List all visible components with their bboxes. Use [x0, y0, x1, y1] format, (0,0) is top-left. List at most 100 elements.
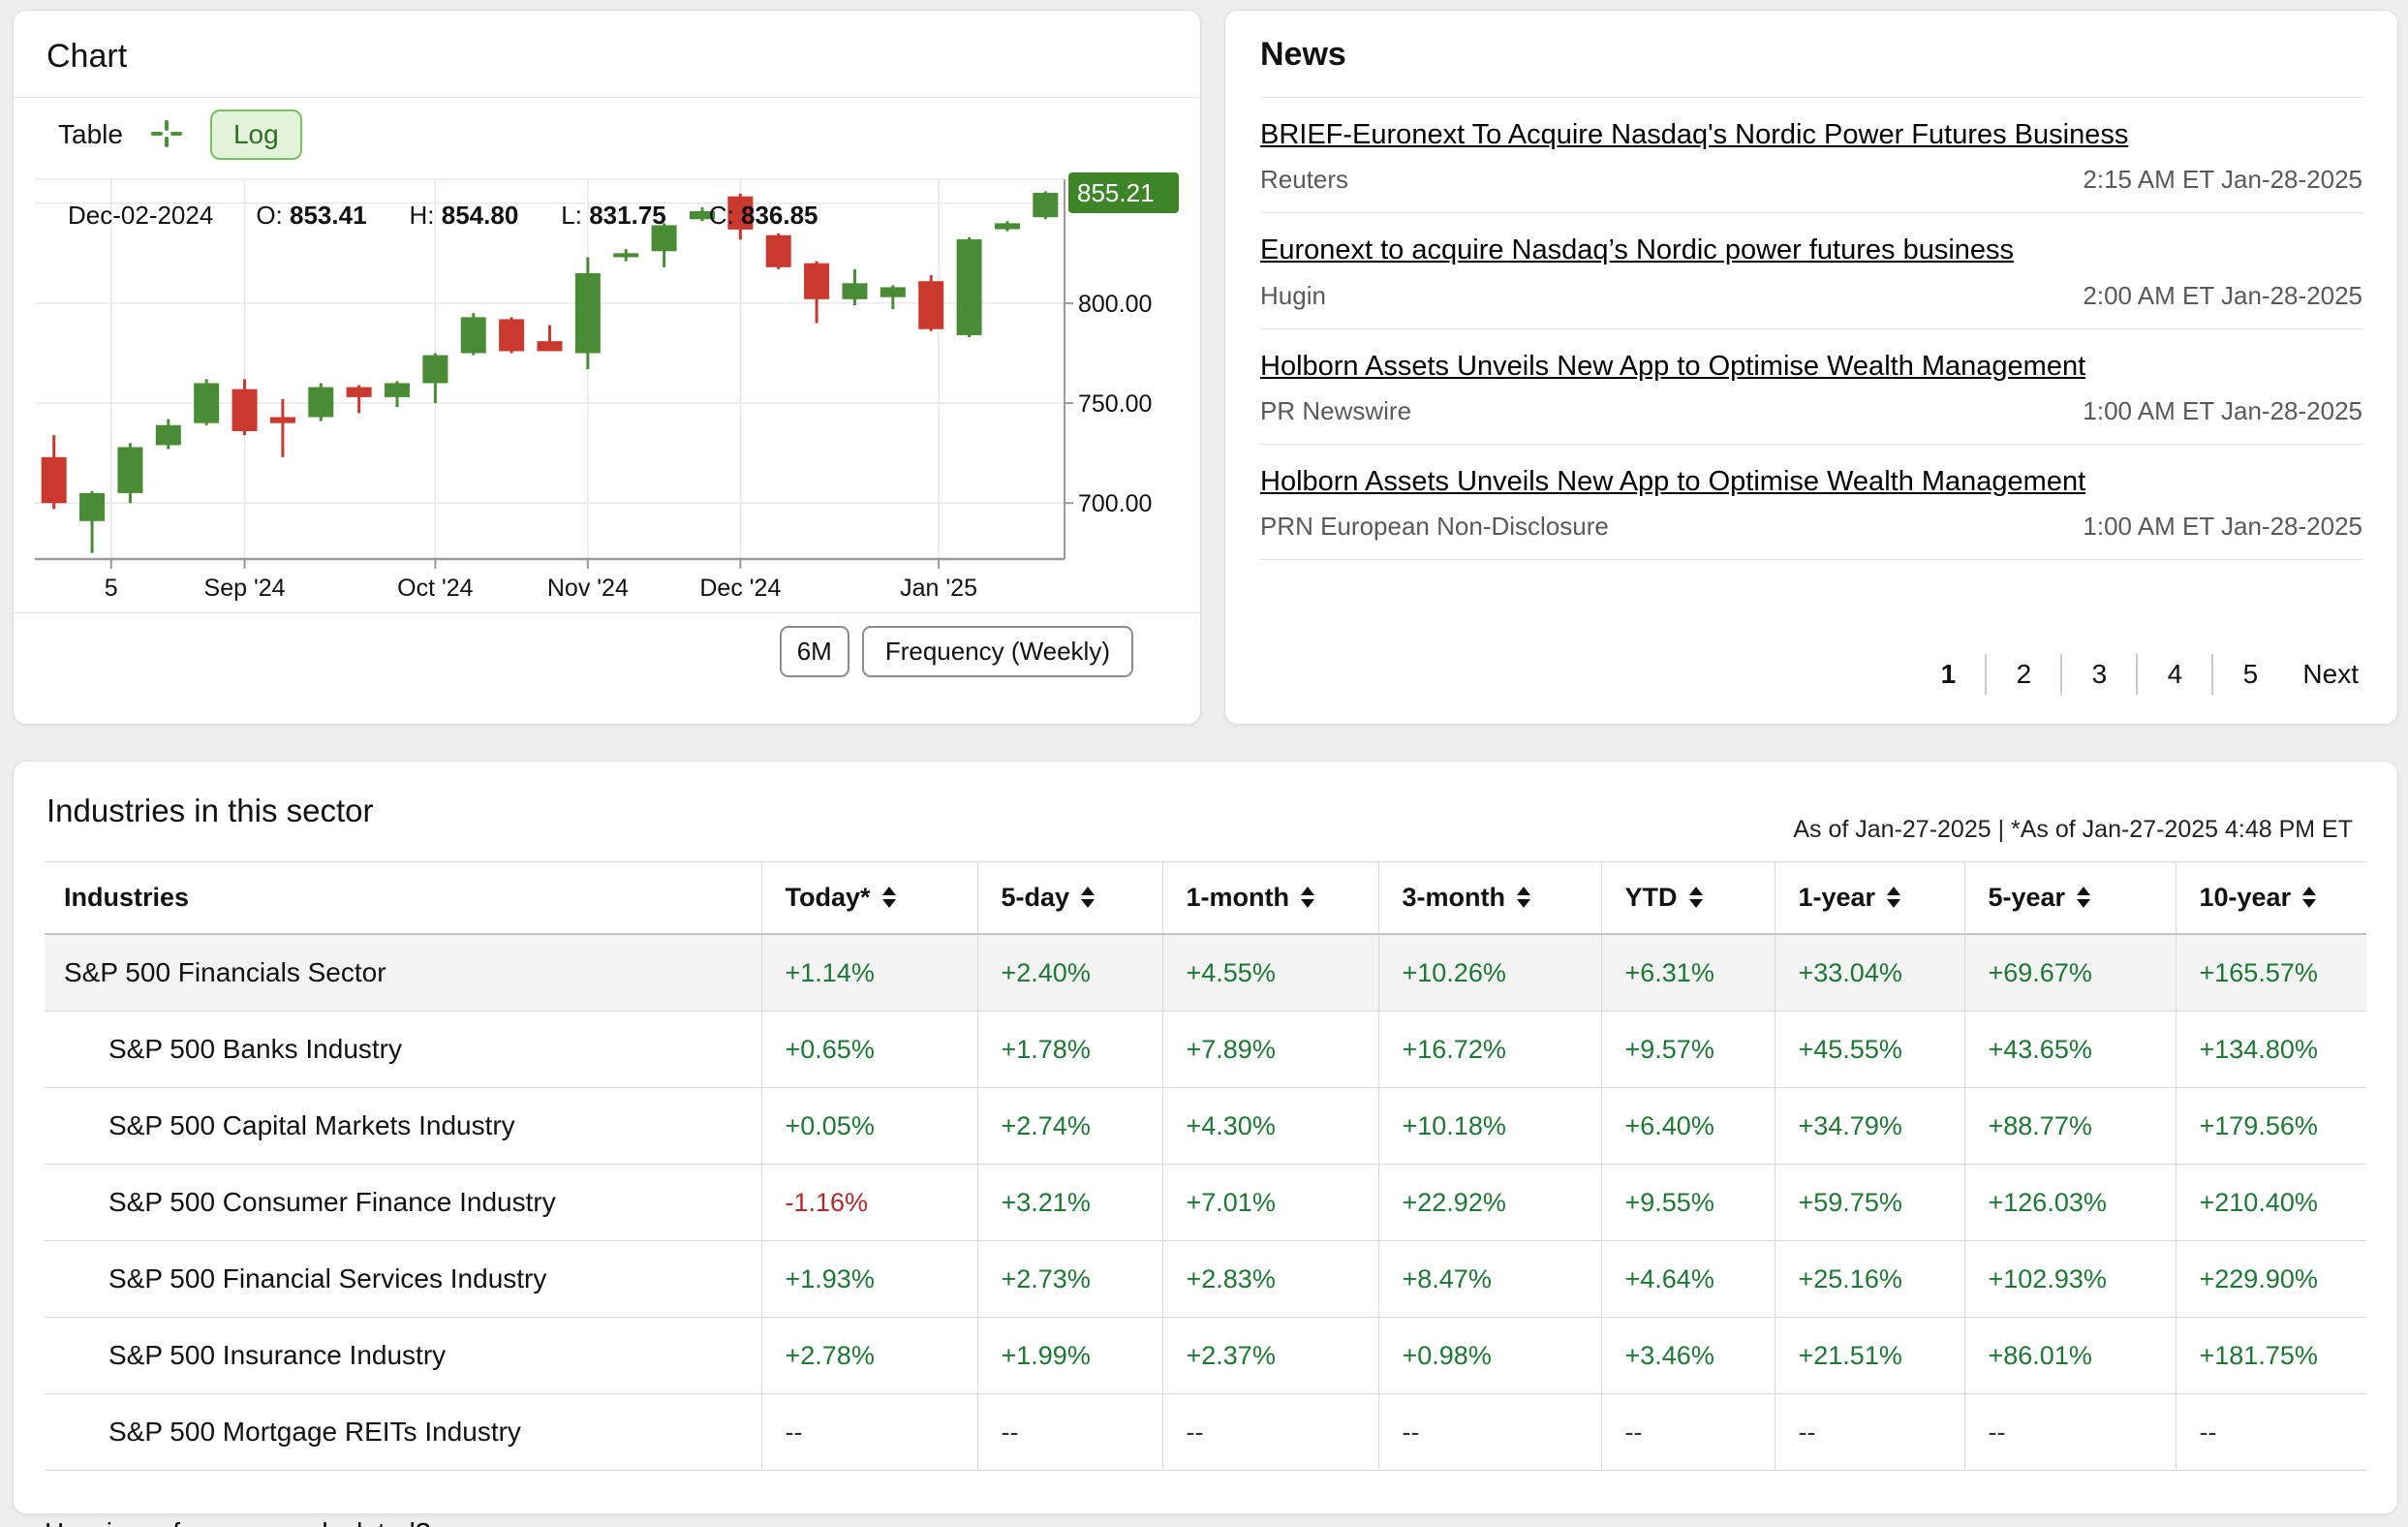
news-item: Holborn Assets Unveils New App to Optimi… — [1260, 329, 2362, 445]
page-number-2[interactable]: 2 — [2016, 659, 2032, 689]
performance-value: +8.47% — [1377, 1240, 1601, 1318]
table-view-link[interactable]: Table — [58, 119, 123, 149]
industry-name: S&P 500 Financials Sector — [45, 934, 761, 1012]
news-source: PRN European Non-Disclosure — [1260, 512, 1609, 541]
performance-value: +7.01% — [1161, 1164, 1378, 1241]
news-panel-inner: News BRIEF-Euronext To Acquire Nasdaq's … — [1225, 11, 2397, 560]
industry-name: S&P 500 Capital Markets Industry — [45, 1087, 761, 1165]
performance-value: +10.26% — [1377, 934, 1601, 1012]
candlestick-chart[interactable]: 5 Sep '24 Oct '24 Nov '24 Dec '24 Jan '25 800.… — [14, 171, 1202, 608]
column-header-3-month[interactable]: 3-month — [1377, 861, 1601, 935]
performance-value: +210.40% — [2175, 1164, 2366, 1241]
page-number-1[interactable]: 1 — [1940, 659, 1957, 689]
performance-value: -1.16% — [760, 1164, 977, 1241]
next-page-link[interactable]: Next — [2302, 659, 2359, 689]
performance-value: +10.18% — [1377, 1087, 1601, 1165]
performance-value: +126.03% — [1963, 1164, 2176, 1241]
news-panel: News BRIEF-Euronext To Acquire Nasdaq's … — [1224, 10, 2398, 725]
table-row: S&P 500 Insurance Industry +2.78% +1.99% +2… — [45, 1317, 2366, 1394]
performance-value: +4.64% — [1600, 1240, 1775, 1318]
column-header-today-[interactable]: Today* — [760, 861, 977, 935]
performance-value: +165.57% — [2175, 934, 2366, 1012]
performance-value: +88.77% — [1963, 1087, 2176, 1165]
news-item: BRIEF-Euronext To Acquire Nasdaq's Nordi… — [1260, 98, 2362, 214]
performance-value: +2.78% — [760, 1317, 977, 1394]
performance-value: +69.67% — [1963, 934, 2176, 1012]
column-header-5-year[interactable]: 5-year — [1963, 861, 2176, 935]
news-pagination: 1 2 3 4 5 Next — [1925, 654, 2359, 695]
table-row: S&P 500 Capital Markets Industry +0.05% +2… — [45, 1087, 2366, 1165]
performance-value: -- — [976, 1393, 1162, 1471]
page-number-3[interactable]: 3 — [2091, 659, 2108, 689]
news-meta: Hugin 2:00 AM ET Jan-28-2025 — [1260, 281, 2362, 311]
performance-value: +2.83% — [1161, 1240, 1378, 1318]
column-header-5-day[interactable]: 5-day — [976, 861, 1162, 935]
table-row: S&P 500 Financial Services Industry +1.93… — [45, 1240, 2366, 1318]
news-source: PR Newswire — [1260, 395, 1412, 425]
performance-value: +1.93% — [760, 1240, 977, 1318]
column-header-industries: Industries — [45, 861, 761, 935]
column-header-1-month[interactable]: 1-month — [1161, 861, 1378, 935]
as-of-timestamp: As of Jan-27-2025 | *As of Jan-27-2025 4… — [1793, 816, 2353, 843]
table-row: S&P 500 Mortgage REITs Industry -- -- -- -- -… — [45, 1393, 2366, 1471]
industries-inner: Industries in this sector As of Jan-27-2… — [14, 762, 2397, 1527]
performance-calculated-link[interactable]: How is performance calculated? — [45, 1517, 2366, 1527]
performance-value: +16.72% — [1377, 1011, 1601, 1088]
news-timestamp: 1:00 AM ET Jan-28-2025 — [2083, 512, 2362, 541]
svg-text:Jan '25: Jan '25 — [900, 575, 977, 602]
page-divider — [2060, 654, 2063, 695]
sort-icon — [1887, 886, 1901, 908]
news-meta: PRN European Non-Disclosure 1:00 AM ET Ja… — [1260, 512, 2362, 542]
log-scale-toggle[interactable]: Log — [209, 109, 302, 160]
performance-value: +9.57% — [1600, 1011, 1775, 1088]
industry-name: S&P 500 Consumer Finance Industry — [45, 1164, 761, 1241]
range-6m-button[interactable]: 6M — [779, 626, 849, 677]
performance-value: +9.55% — [1600, 1164, 1775, 1241]
performance-value: +25.16% — [1774, 1240, 1964, 1318]
column-header-ytd[interactable]: YTD — [1600, 861, 1775, 935]
performance-value: +43.65% — [1963, 1011, 2176, 1088]
performance-value: -- — [1377, 1393, 1601, 1471]
performance-value: +2.74% — [976, 1087, 1162, 1165]
performance-value: +7.89% — [1161, 1011, 1378, 1088]
svg-text:Nov '24: Nov '24 — [547, 575, 629, 602]
sort-icon — [1300, 886, 1314, 908]
page-number-5[interactable]: 5 — [2242, 659, 2259, 689]
performance-value: -- — [1774, 1393, 1964, 1471]
performance-value: +59.75% — [1774, 1164, 1964, 1241]
industries-table: Industries Today* 5-day 1-month 3-month YTD 1-… — [45, 861, 2366, 1471]
sort-icon — [1081, 886, 1096, 908]
column-header-1-year[interactable]: 1-year — [1774, 861, 1964, 935]
frequency-button[interactable]: Frequency (Weekly) — [861, 626, 1133, 677]
performance-value: +2.40% — [976, 934, 1162, 1012]
news-timestamp: 2:00 AM ET Jan-28-2025 — [2083, 280, 2362, 310]
svg-text:800.00: 800.00 — [1078, 291, 1152, 318]
performance-value: +45.55% — [1774, 1011, 1964, 1088]
news-headline-link[interactable]: Holborn Assets Unveils New App to Optimi… — [1260, 465, 2086, 497]
performance-value: -- — [760, 1393, 977, 1471]
news-headline-link[interactable]: Euronext to acquire Nasdaq’s Nordic powe… — [1260, 234, 2015, 266]
performance-value: +0.65% — [760, 1011, 977, 1088]
performance-value: +1.14% — [760, 934, 977, 1012]
crosshair-icon — [150, 117, 183, 153]
news-headline-link[interactable]: Holborn Assets Unveils New App to Optimi… — [1260, 350, 2086, 382]
performance-value: +86.01% — [1963, 1317, 2176, 1394]
news-headline-link[interactable]: BRIEF-Euronext To Acquire Nasdaq's Nordi… — [1260, 119, 2129, 150]
chart-footer: 6M Frequency (Weekly) — [14, 612, 1200, 677]
performance-value: -- — [2175, 1393, 2366, 1471]
column-header-10-year[interactable]: 10-year — [2175, 861, 2366, 935]
chart-panel: Chart Table Log Dec-02-2024 O: 853.41 H:… — [13, 10, 1201, 725]
svg-text:750.00: 750.00 — [1078, 390, 1152, 418]
page-number-4[interactable]: 4 — [2167, 659, 2183, 689]
svg-text:700.00: 700.00 — [1078, 490, 1152, 517]
sort-icon — [2302, 886, 2317, 908]
industries-header: Industries in this sector As of Jan-27-2… — [45, 762, 2366, 861]
crosshair-tool-button[interactable] — [150, 117, 183, 153]
news-meta: Reuters 2:15 AM ET Jan-28-2025 — [1260, 165, 2362, 195]
table-header-row: Industries Today* 5-day 1-month 3-month YTD 1-… — [45, 861, 2366, 935]
performance-value: +21.51% — [1774, 1317, 1964, 1394]
table-row: S&P 500 Banks Industry +0.65% +1.78% +7.89%… — [45, 1011, 2366, 1088]
news-panel-header: News — [1260, 11, 2362, 98]
performance-value: +33.04% — [1774, 934, 1964, 1012]
